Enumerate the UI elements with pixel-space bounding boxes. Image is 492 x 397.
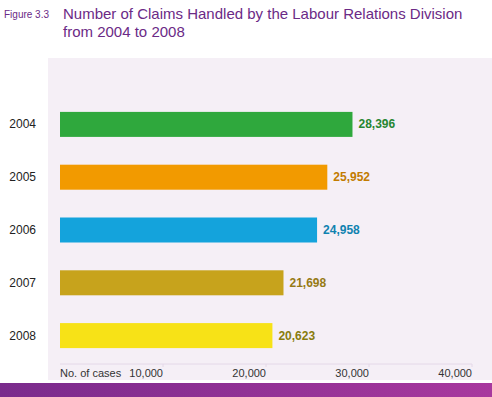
data-label: 28,396 xyxy=(358,117,395,131)
data-label: 24,958 xyxy=(323,223,360,237)
plot-background xyxy=(48,58,492,380)
data-label: 21,698 xyxy=(289,276,326,290)
figure-number: Figure 3.3 xyxy=(4,9,49,20)
chart: 10,000 20,000 30,000 40,000 No. of cases 2004… xyxy=(0,0,492,397)
bar xyxy=(60,270,283,295)
footer-band xyxy=(0,383,492,397)
category-label: 2007 xyxy=(9,276,36,290)
x-tick-label: 20,000 xyxy=(232,367,266,379)
bar xyxy=(60,323,272,348)
x-tick-label: 40,000 xyxy=(438,367,472,379)
x-axis-label: No. of cases xyxy=(60,367,122,379)
category-label: 2004 xyxy=(9,117,36,131)
x-tick-label: 30,000 xyxy=(335,367,369,379)
page: Figure 3.3 Number of Claims Handled by t… xyxy=(0,0,492,397)
category-label: 2006 xyxy=(9,223,36,237)
bar xyxy=(60,112,352,137)
bar xyxy=(60,165,327,190)
category-label: 2005 xyxy=(9,170,36,184)
data-label: 20,623 xyxy=(278,329,315,343)
data-label: 25,952 xyxy=(333,170,370,184)
x-tick-label: 10,000 xyxy=(129,367,163,379)
bar xyxy=(60,218,317,243)
category-label: 2008 xyxy=(9,329,36,343)
chart-title: Number of Claims Handled by the Labour R… xyxy=(63,5,488,41)
